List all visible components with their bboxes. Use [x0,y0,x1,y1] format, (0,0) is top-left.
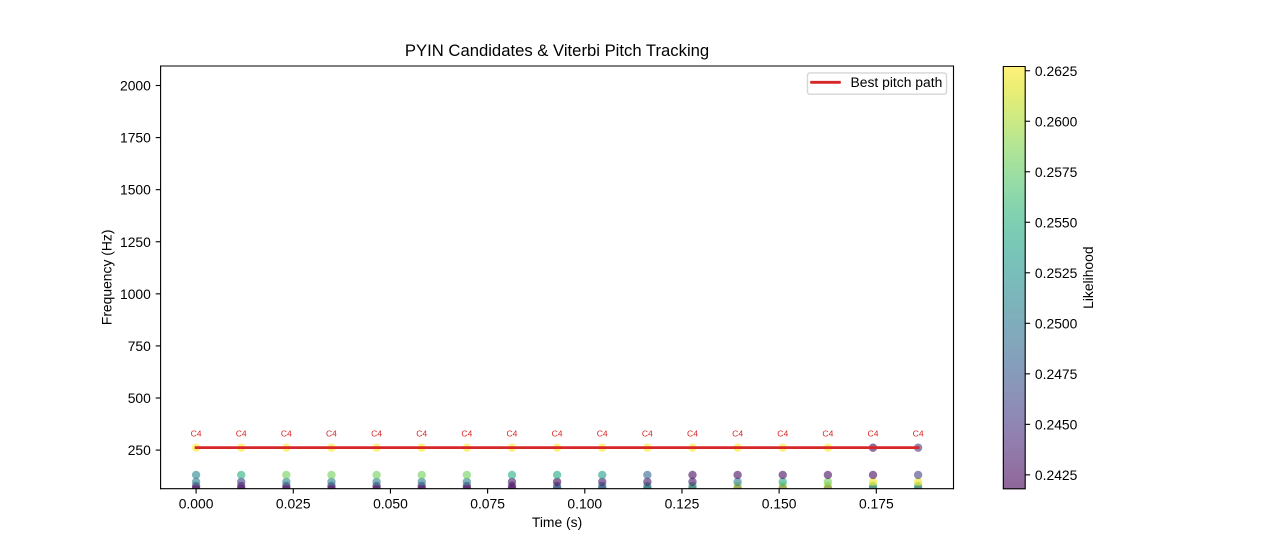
svg-text:250: 250 [128,442,151,458]
svg-text:C4: C4 [371,429,382,439]
svg-text:0.2450: 0.2450 [1035,416,1078,432]
svg-text:C4: C4 [777,429,788,439]
svg-text:0.2425: 0.2425 [1035,467,1078,483]
svg-text:C4: C4 [506,429,517,439]
svg-text:1750: 1750 [120,130,151,146]
svg-text:0.2550: 0.2550 [1035,214,1078,230]
svg-text:0.000: 0.000 [179,495,214,511]
svg-text:C4: C4 [236,429,247,439]
svg-text:0.025: 0.025 [276,495,311,511]
svg-text:2000: 2000 [120,78,151,94]
svg-text:0.2500: 0.2500 [1035,315,1078,331]
svg-text:0.150: 0.150 [762,495,797,511]
svg-text:C4: C4 [191,429,202,439]
svg-text:C4: C4 [732,429,743,439]
svg-text:0.2575: 0.2575 [1035,164,1078,180]
svg-text:0.125: 0.125 [665,495,700,511]
svg-text:C4: C4 [913,429,924,439]
svg-text:C4: C4 [867,429,878,439]
svg-text:C4: C4 [822,429,833,439]
svg-text:PYIN Candidates & Viterbi Pitc: PYIN Candidates & Viterbi Pitch Tracking [405,41,709,60]
svg-text:C4: C4 [461,429,472,439]
svg-text:Best pitch path: Best pitch path [851,74,943,90]
svg-text:C4: C4 [281,429,292,439]
svg-text:Likelihood: Likelihood [1080,246,1096,309]
svg-text:1500: 1500 [120,182,151,198]
svg-text:0.2475: 0.2475 [1035,366,1078,382]
svg-text:1250: 1250 [120,234,151,250]
svg-text:0.2525: 0.2525 [1035,265,1078,281]
svg-text:500: 500 [128,390,151,406]
svg-text:C4: C4 [416,429,427,439]
svg-text:0.2625: 0.2625 [1035,63,1078,79]
svg-text:C4: C4 [552,429,563,439]
svg-text:0.175: 0.175 [859,495,894,511]
svg-text:C4: C4 [642,429,653,439]
svg-text:Frequency (Hz): Frequency (Hz) [99,230,115,326]
svg-text:0.100: 0.100 [567,495,602,511]
svg-text:1000: 1000 [120,286,151,302]
svg-text:C4: C4 [597,429,608,439]
svg-text:0.075: 0.075 [470,495,505,511]
svg-text:C4: C4 [687,429,698,439]
svg-text:0.2600: 0.2600 [1035,113,1078,129]
svg-text:C4: C4 [326,429,337,439]
svg-text:Time (s): Time (s) [532,514,582,530]
svg-text:750: 750 [128,338,151,354]
svg-text:0.050: 0.050 [373,495,408,511]
